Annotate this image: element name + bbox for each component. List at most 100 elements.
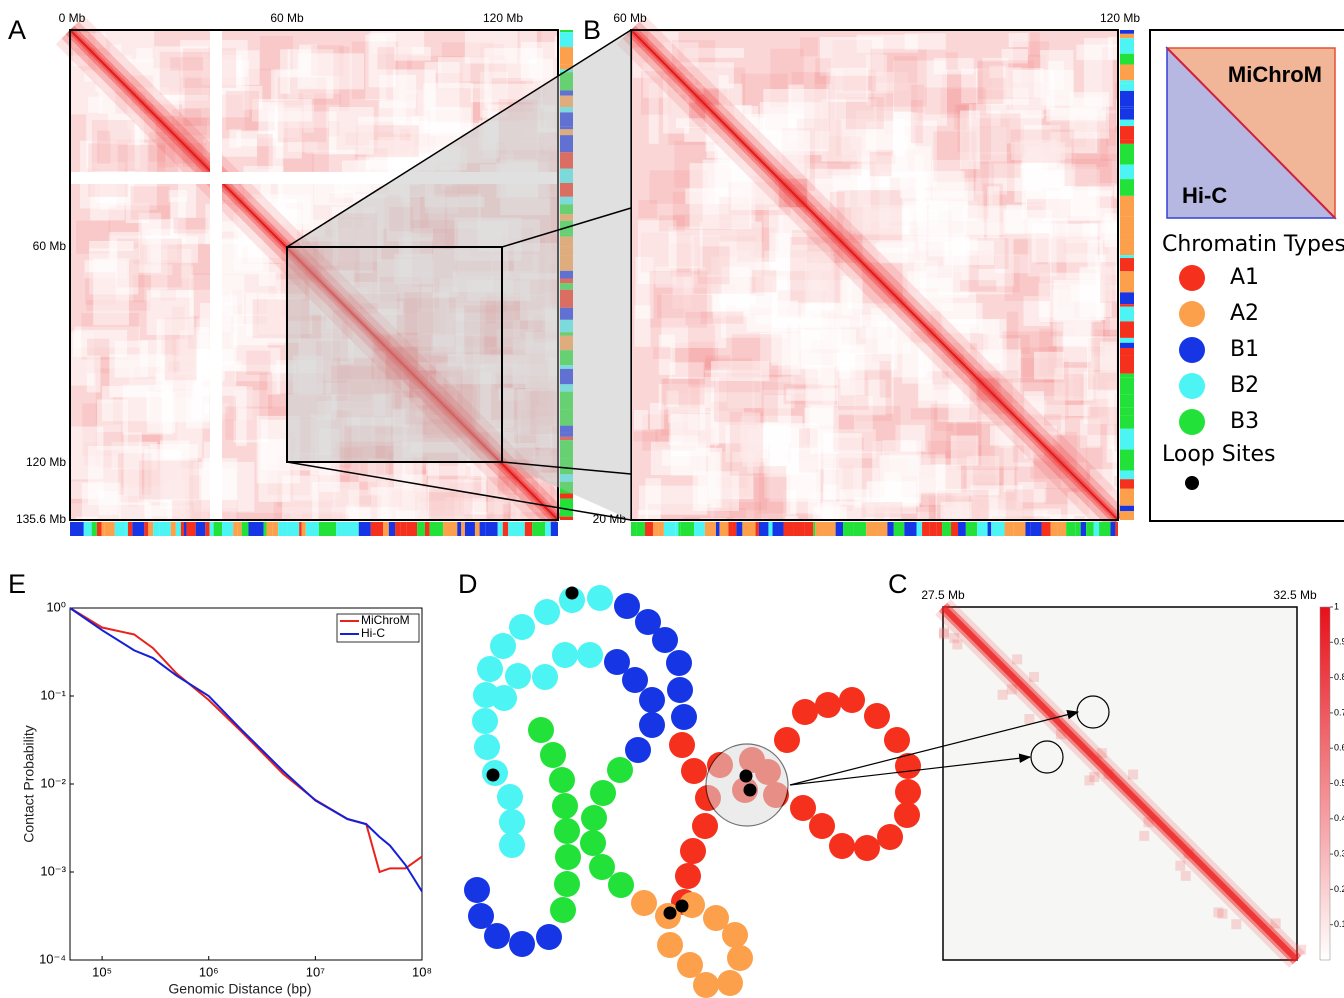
chromatin-track [1120,255,1134,258]
bead [625,737,651,763]
heatmap-block [147,290,194,335]
chromatin-track [894,522,905,536]
heatmap-block [905,33,946,49]
bead [639,687,665,713]
heatmap-block [871,49,927,107]
chromatin-track [242,522,249,536]
chromatin-track [371,522,383,536]
bead [464,877,490,903]
heatmap-block [659,215,685,231]
chromatin-track [716,522,720,536]
chromatin-track [768,522,772,536]
chromatin-track [498,522,500,536]
bead [499,832,525,858]
bead [552,642,578,668]
legend-label: MiChroM [361,613,410,627]
chromatin-track [866,522,877,536]
heatmap-block [879,455,919,505]
bead [854,835,880,861]
x-tick-label: 10⁶ [199,964,219,979]
heatmap-block [1032,224,1098,263]
chromatin-track [1120,407,1134,416]
y-axis-title: Contact Probability [21,725,37,843]
figure: A B C D E 0 Mb 60 Mb 120 Mb 60 Mb 120 Mb… [0,0,1344,998]
bead [497,784,523,810]
chromatin-track [278,522,287,536]
chromatin-track [1120,91,1134,106]
bead [815,692,841,718]
chromatin-track [132,522,144,536]
heatmap-block [246,351,270,375]
heatmap-block [70,427,103,480]
bead [577,642,603,668]
chromatin-track [237,522,241,536]
heatmap-spot [1024,714,1034,724]
chromatin-track [1120,109,1134,120]
legend-label: Hi-C [361,626,385,640]
bead [703,905,729,931]
bead [829,833,855,859]
bead [790,795,816,821]
bead [472,708,498,734]
chromatin-track [930,522,937,536]
colorbar-label: 0.7 [1334,707,1344,717]
heatmap-block [236,386,247,446]
chromatin-track [560,493,573,498]
heatmap-block [1063,321,1091,362]
chromatin-track [457,522,461,536]
heatmap-block [298,53,365,89]
chromatin-track [728,522,733,536]
heatmap-block [870,152,892,176]
heatmap-spot [939,627,949,637]
panel-label: B [583,15,601,45]
chromatin-track [1120,343,1134,348]
heatmap-block [87,356,101,393]
bead [554,871,580,897]
chromatin-track [322,522,336,536]
chromatin-track [794,522,804,536]
axis-label: 60 Mb [613,11,647,25]
chromatin-track [532,522,545,536]
heatmap-block [880,361,891,397]
heatmap-spot [1139,831,1149,841]
bead [528,717,554,743]
heatmap-block [900,171,964,198]
type-swatch [1179,373,1205,399]
chromatin-track [148,522,153,536]
panel-label: A [8,15,26,45]
heatmap-block [1046,191,1111,221]
chromatin-track [631,522,637,536]
chromatin-track [951,522,958,536]
heatmap-block [1100,262,1115,303]
chromatin-track [678,522,680,536]
y-tick-label: 10⁰ [46,599,66,614]
bead [657,932,683,958]
colorbar-label: 0.9 [1334,637,1344,647]
chromatin-track [1120,395,1134,408]
chromatin-track [1051,522,1058,536]
bead [477,656,503,682]
bead [839,687,865,713]
heatmap-block [1054,280,1104,320]
bead [484,923,510,949]
chromatin-track [1120,54,1134,65]
bead [681,758,707,784]
chromatin-track [1014,522,1026,536]
chromatin-track [545,522,551,536]
loop-site [664,907,677,920]
type-name: B2 [1230,373,1259,398]
chromatin-track [560,47,573,64]
bead [631,890,657,916]
heatmap-block [823,433,861,499]
heatmap-block [394,47,431,61]
heatmap-block [370,487,429,520]
chromatin-track [128,522,132,536]
heatmap-block [89,241,133,251]
heatmap-block [941,502,972,519]
heatmap-block [815,58,831,84]
chromatin-track [1120,304,1134,307]
colorbar-label: 0.8 [1334,672,1344,682]
x-axis-title: Genomic Distance (bp) [168,981,311,997]
x-tick-label: 10⁸ [412,964,432,979]
legend-title: Chromatin Types [1162,232,1344,257]
